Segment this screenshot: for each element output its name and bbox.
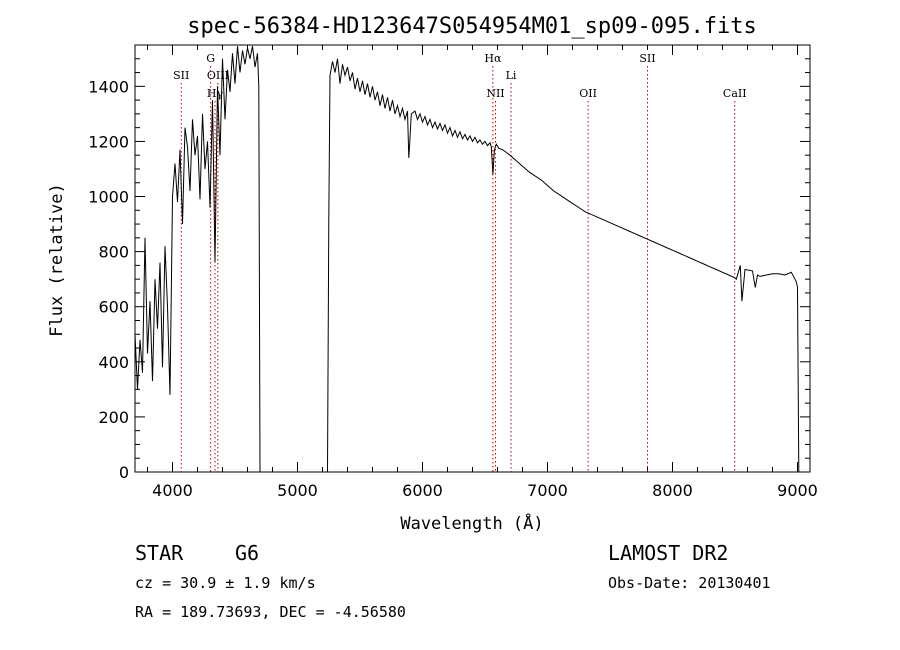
x-axis-label: Wavelength (Å): [400, 512, 543, 534]
y-axis-label: Flux (relative): [47, 183, 67, 337]
coordinates-readout: RA = 189.73693, DEC = -4.56580: [135, 603, 406, 621]
y-tick-label: 200: [98, 408, 129, 427]
line-label: Hα: [484, 52, 502, 65]
chart-title: spec-56384-HD123647S054954M01_sp09-095.f…: [187, 14, 757, 39]
x-tick-label: 7000: [527, 481, 568, 500]
line-label: G: [206, 52, 215, 65]
line-label: NII: [486, 87, 504, 100]
line-label: OII: [579, 87, 597, 100]
x-axis: 4000 5000 6000 7000 8000 9000: [147, 45, 818, 500]
line-label: SII: [173, 69, 189, 82]
plot-frame: [134, 44, 811, 473]
spectral-subclass: G6: [235, 541, 260, 565]
y-tick-label: 800: [98, 243, 129, 262]
x-tick-label: 6000: [402, 481, 443, 500]
survey-name: LAMOST DR2: [608, 541, 729, 565]
x-tick-label: 8000: [652, 481, 693, 500]
x-tick-label: 5000: [277, 481, 318, 500]
observation-date: Obs-Date: 20130401: [608, 574, 771, 592]
line-label: Hγ: [207, 87, 224, 100]
y-tick-label: 1000: [88, 188, 129, 207]
y-tick-label: 400: [98, 353, 129, 372]
x-tick-label: 9000: [777, 481, 818, 500]
y-tick-label: 1400: [88, 77, 129, 96]
line-label: CaII: [723, 87, 747, 100]
line-label: Li: [506, 69, 517, 82]
line-label: SII: [639, 52, 655, 65]
line-label: OIII: [207, 69, 229, 82]
y-axis: 0 200 400 600 800 1000 1200 1400: [88, 58, 810, 482]
y-tick-label: 600: [98, 298, 129, 317]
spectrum-series: [134, 45, 800, 473]
y-tick-label: 0: [119, 463, 129, 482]
y-tick-label: 1200: [88, 132, 129, 151]
object-class: STAR: [135, 541, 184, 565]
x-tick-label: 4000: [152, 481, 193, 500]
redshift-readout: cz = 30.9 ± 1.9 km/s: [135, 574, 316, 592]
